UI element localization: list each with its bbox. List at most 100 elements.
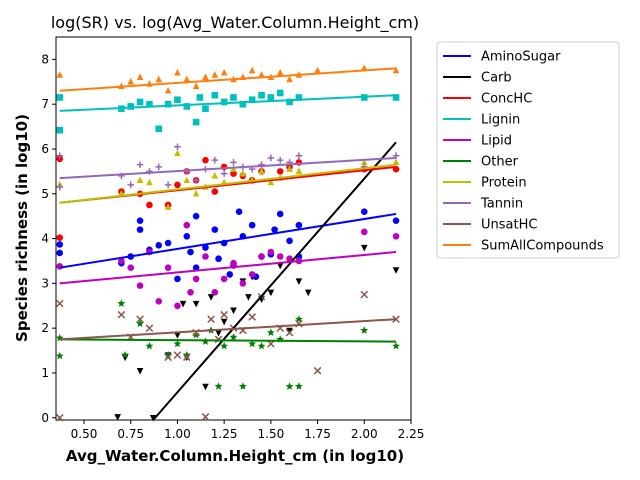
data-point-lipid bbox=[183, 221, 191, 229]
data-point-other bbox=[285, 382, 294, 390]
data-point-aminosugar bbox=[215, 255, 222, 263]
data-point-protein bbox=[239, 169, 247, 177]
data-point-protein bbox=[164, 203, 172, 210]
data-point-carb bbox=[215, 329, 222, 337]
data-point-sumallcompounds bbox=[211, 71, 219, 78]
trend-line-carb bbox=[152, 141, 397, 420]
data-point-lignin bbox=[174, 96, 181, 104]
data-point-unsathc bbox=[164, 353, 172, 362]
data-point-conchc bbox=[230, 170, 237, 177]
data-point-lignin bbox=[146, 100, 153, 108]
x-axis-label: Avg_Water.Column.Height_cm (in log10) bbox=[66, 447, 404, 465]
legend-label-carb: Carb bbox=[481, 71, 512, 86]
legend-label-conchc: ConcHC bbox=[481, 92, 532, 107]
data-point-aminosugar bbox=[276, 210, 284, 218]
data-point-carb bbox=[192, 300, 200, 308]
data-point-sumallcompounds bbox=[276, 68, 284, 76]
data-point-lipid bbox=[202, 253, 209, 260]
data-point-carb bbox=[245, 294, 252, 301]
data-point-conchc bbox=[146, 201, 153, 209]
data-point-tannin bbox=[56, 152, 64, 160]
data-point-tannin bbox=[136, 161, 144, 168]
x-tick-label: 0.75 bbox=[117, 427, 144, 441]
data-point-unsathc bbox=[313, 366, 322, 375]
data-point-other bbox=[121, 350, 130, 359]
data-point-unsathc bbox=[220, 310, 228, 319]
data-point-carb bbox=[220, 318, 228, 326]
x-tick-label: 1.75 bbox=[304, 427, 331, 441]
data-point-lignin bbox=[56, 94, 64, 101]
data-point-aminosugar bbox=[226, 271, 234, 278]
data-point-sumallcompounds bbox=[174, 68, 181, 76]
data-point-unsathc bbox=[173, 351, 182, 359]
chart-title: log(SR) vs. log(Avg_Water.Column.Height_… bbox=[51, 13, 419, 33]
x-axis: 0.50 0.75 1.00 1.25 1.50 1.75 2.00 2.25 bbox=[71, 420, 424, 441]
data-point-aminosugar bbox=[295, 221, 303, 229]
legend: AminoSugar Carb ConcHC Lignin Lipid Other Prot… bbox=[436, 41, 620, 259]
data-point-unsathc bbox=[117, 310, 126, 319]
data-point-lignin bbox=[267, 94, 275, 101]
data-point-other bbox=[295, 315, 303, 323]
series-protein bbox=[56, 149, 400, 210]
y-tick-label: 3 bbox=[41, 276, 49, 290]
x-tick-label: 0.50 bbox=[71, 427, 98, 441]
data-point-tannin bbox=[267, 154, 275, 162]
legend-label-tannin: Tannin bbox=[480, 197, 523, 212]
data-point-tannin bbox=[174, 143, 181, 151]
data-point-aminosugar bbox=[271, 226, 278, 233]
series-aminosugar bbox=[56, 208, 400, 283]
data-point-unsathc bbox=[201, 413, 210, 421]
data-point-lipid bbox=[276, 253, 284, 260]
trend-lines bbox=[59, 67, 397, 420]
data-point-carb bbox=[179, 300, 187, 308]
data-point-lipid bbox=[248, 271, 256, 278]
data-point-unsathc bbox=[145, 324, 154, 333]
data-point-aminosugar bbox=[164, 239, 172, 247]
data-point-lignin bbox=[239, 100, 247, 108]
data-point-protein bbox=[183, 176, 191, 184]
data-point-lignin bbox=[392, 94, 400, 101]
series-lignin bbox=[56, 89, 400, 134]
data-point-protein bbox=[174, 149, 181, 157]
data-point-aminosugar bbox=[192, 212, 200, 220]
data-point-conchc bbox=[202, 156, 209, 164]
data-point-aminosugar bbox=[235, 208, 243, 216]
data-point-sumallcompounds bbox=[258, 71, 265, 78]
data-point-sumallcompounds bbox=[314, 66, 321, 74]
data-point-aminosugar bbox=[174, 275, 181, 283]
data-point-lignin bbox=[295, 94, 303, 101]
data-point-unsathc bbox=[55, 413, 64, 422]
data-point-sumallcompounds bbox=[192, 82, 200, 89]
data-point-aminosugar bbox=[56, 249, 64, 257]
data-point-sumallcompounds bbox=[183, 75, 191, 83]
data-point-lignin bbox=[202, 105, 209, 112]
data-point-lignin bbox=[56, 126, 64, 134]
legend-label-lignin: Lignin bbox=[481, 113, 520, 128]
data-point-lipid bbox=[239, 280, 247, 287]
data-point-lignin bbox=[276, 89, 284, 97]
x-tick-label: 2.00 bbox=[351, 427, 378, 441]
y-tick-label: 4 bbox=[41, 232, 49, 246]
plot-area bbox=[55, 36, 412, 421]
data-point-tannin bbox=[295, 152, 303, 160]
data-point-tannin bbox=[127, 181, 135, 189]
data-point-sumallcompounds bbox=[202, 73, 209, 81]
data-point-lipid bbox=[155, 297, 163, 305]
legend-label-aminosugar: AminoSugar bbox=[481, 50, 561, 65]
data-point-sumallcompounds bbox=[286, 75, 293, 83]
data-point-sumallcompounds bbox=[56, 71, 64, 78]
y-tick-label: 6 bbox=[41, 142, 49, 156]
data-point-conchc bbox=[56, 234, 64, 241]
data-point-sumallcompounds bbox=[220, 68, 228, 76]
data-point-other bbox=[164, 350, 172, 359]
data-point-other bbox=[257, 341, 266, 350]
data-point-lipid bbox=[136, 282, 144, 289]
series-unsathc bbox=[55, 290, 400, 422]
data-point-unsathc bbox=[136, 315, 144, 324]
data-point-carb bbox=[295, 278, 303, 286]
data-point-aminosugar bbox=[155, 241, 163, 249]
data-point-tannin bbox=[164, 181, 172, 189]
data-point-tannin bbox=[155, 163, 163, 171]
data-point-lignin bbox=[183, 103, 191, 110]
